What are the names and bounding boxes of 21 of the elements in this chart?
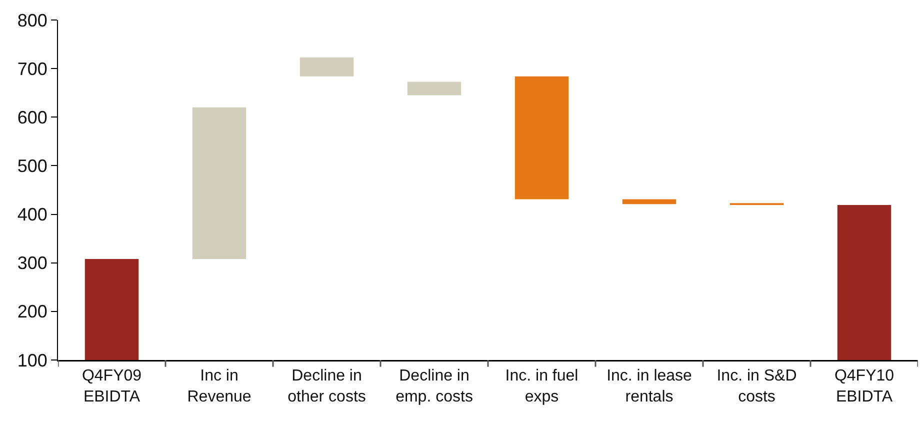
x-tick-label: Decline in emp. costs bbox=[396, 368, 473, 406]
y-tick-label: 100 bbox=[17, 350, 48, 370]
x-tick-label: Inc. in fuel exps bbox=[505, 368, 578, 406]
bar bbox=[622, 199, 676, 204]
y-tick-label: 300 bbox=[17, 253, 48, 274]
y-tick-label: 800 bbox=[17, 10, 48, 30]
bar bbox=[407, 82, 462, 96]
x-tick-label: Q4FY09 EBIDTA bbox=[82, 368, 142, 406]
x-tick-label: Decline in other costs bbox=[288, 368, 366, 406]
bar bbox=[300, 57, 354, 76]
x-tick-label: Q4FY10 EBIDTA bbox=[834, 368, 894, 406]
y-tick-label: 400 bbox=[17, 204, 48, 225]
x-tick-label: Inc in Revenue bbox=[187, 368, 252, 406]
x-tick-label: Inc. in lease rentals bbox=[606, 368, 692, 406]
y-tick-label: 500 bbox=[17, 156, 48, 176]
y-tick-label: 200 bbox=[17, 302, 48, 322]
x-tick-label: Inc. in S&D costs bbox=[716, 368, 797, 406]
bar bbox=[514, 76, 569, 200]
y-tick-label: 700 bbox=[17, 58, 48, 79]
bar bbox=[192, 107, 246, 259]
y-tick-label: 600 bbox=[17, 107, 48, 128]
